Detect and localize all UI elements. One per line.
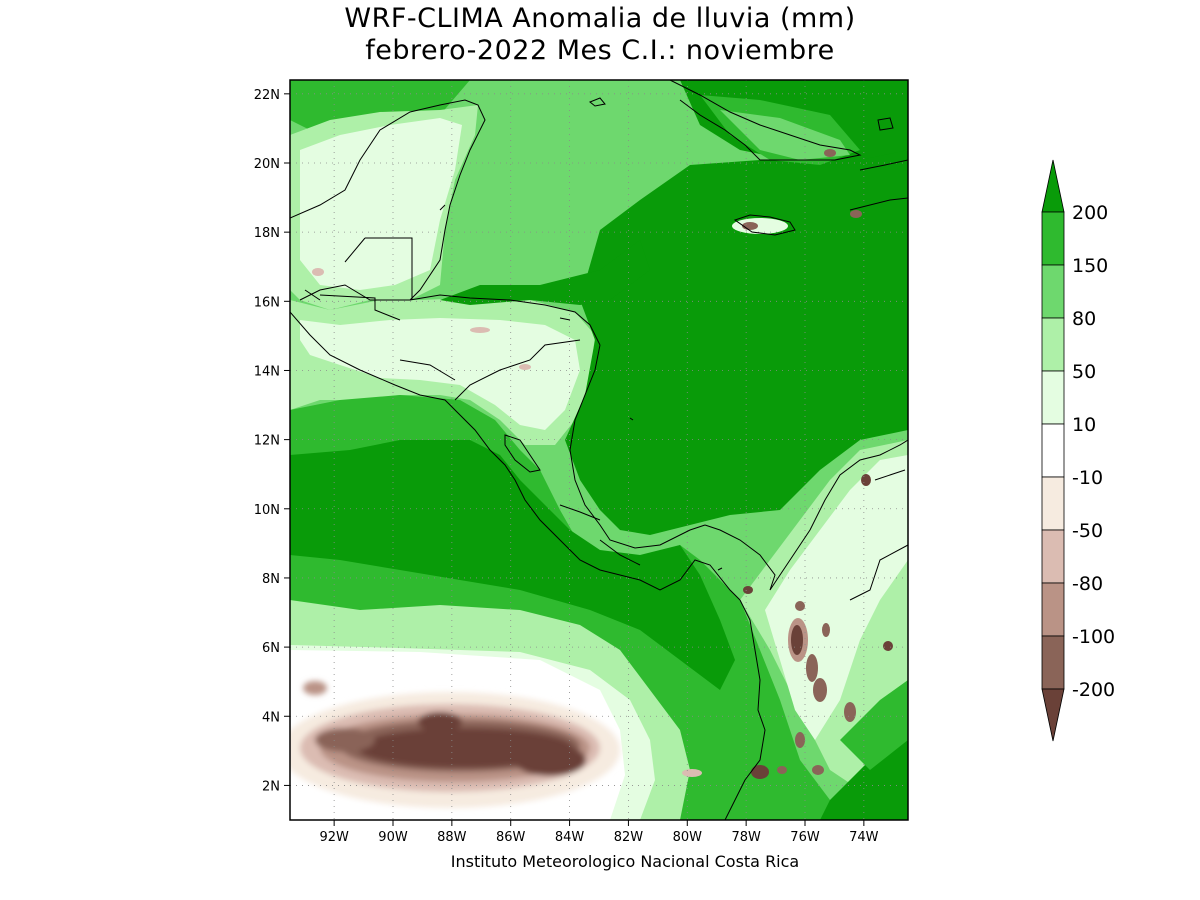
- tick-label-lon: 88W: [437, 830, 467, 845]
- tick-label-lon: 80W: [673, 830, 703, 845]
- tick-label-lon: 86W: [496, 830, 526, 845]
- tick-label-lon: 78W: [731, 830, 761, 845]
- tick-label-lon: 84W: [555, 830, 585, 845]
- map-subtitle: febrero-2022 Mes C.I.: noviembre: [365, 35, 835, 66]
- tick-label-lat: 14N: [254, 364, 280, 379]
- dry-spots-colombia: [682, 474, 893, 779]
- colorbar-label: -10: [1072, 467, 1103, 489]
- tick-label-lon: 90W: [378, 830, 408, 845]
- tick-label-lat: 16N: [254, 295, 280, 310]
- tick-label-lat: 10N: [254, 503, 280, 518]
- tick-label-lat: 4N: [262, 710, 280, 725]
- tick-label-lat: 12N: [254, 434, 280, 449]
- colorbar-segment: [1041, 211, 1065, 266]
- colorbar: 200 150 80 50 10 -10 -50 -80 -100 -200: [1041, 159, 1115, 742]
- tick-label-lat: 20N: [254, 157, 280, 172]
- dry-spots-honduras: [312, 268, 531, 370]
- map-title: WRF-CLIMA Anomalia de lluvia (mm): [344, 3, 856, 34]
- credit-text: Instituto Meteorologico Nacional Costa R…: [450, 852, 800, 871]
- tick-label-lat: 2N: [262, 779, 280, 794]
- colorbar-arrow-top: [1041, 159, 1065, 213]
- colorbar-segment: [1041, 370, 1065, 425]
- colorbar-segment: [1041, 529, 1065, 584]
- colorbar-label: 10: [1072, 414, 1096, 436]
- axis-ticks: 92W 90W 88W 86W 84W 82W 80W 78W 76W 74W 2N 4N 6N 8N 10…: [254, 88, 879, 845]
- colorbar-label: 50: [1072, 361, 1096, 383]
- colorbar-label: -50: [1072, 520, 1103, 542]
- tick-label-lon: 92W: [319, 830, 349, 845]
- graticule: [290, 80, 908, 820]
- colorbar-label: -100: [1072, 626, 1115, 648]
- tick-label-lon: 74W: [849, 830, 879, 845]
- colorbar-arrow-bottom: [1041, 688, 1065, 742]
- anomaly-field: [290, 80, 908, 820]
- colorbar-segment: [1041, 317, 1065, 372]
- tick-label-lat: 18N: [254, 226, 280, 241]
- colorbar-segment: [1041, 635, 1065, 690]
- colorbar-label: -200: [1072, 679, 1115, 701]
- colorbar-segment: [1041, 476, 1065, 531]
- tick-label-lon: 76W: [790, 830, 820, 845]
- colorbar-segment: [1041, 423, 1065, 478]
- plot-frame: [289, 79, 909, 821]
- colorbar-label: 80: [1072, 308, 1096, 330]
- colorbar-label: -80: [1072, 573, 1103, 595]
- tick-label-lat: 22N: [254, 88, 280, 103]
- tick-label-lon: 82W: [614, 830, 644, 845]
- dry-anomaly-pacific: [290, 681, 620, 808]
- colorbar-label: 150: [1072, 255, 1108, 277]
- colorbar-segment: [1041, 582, 1065, 637]
- tick-label-lat: 8N: [262, 572, 280, 587]
- tick-label-lat: 6N: [262, 641, 280, 656]
- colorbar-label: 200: [1072, 202, 1108, 224]
- coastlines: [290, 80, 908, 820]
- colorbar-segment: [1041, 264, 1065, 319]
